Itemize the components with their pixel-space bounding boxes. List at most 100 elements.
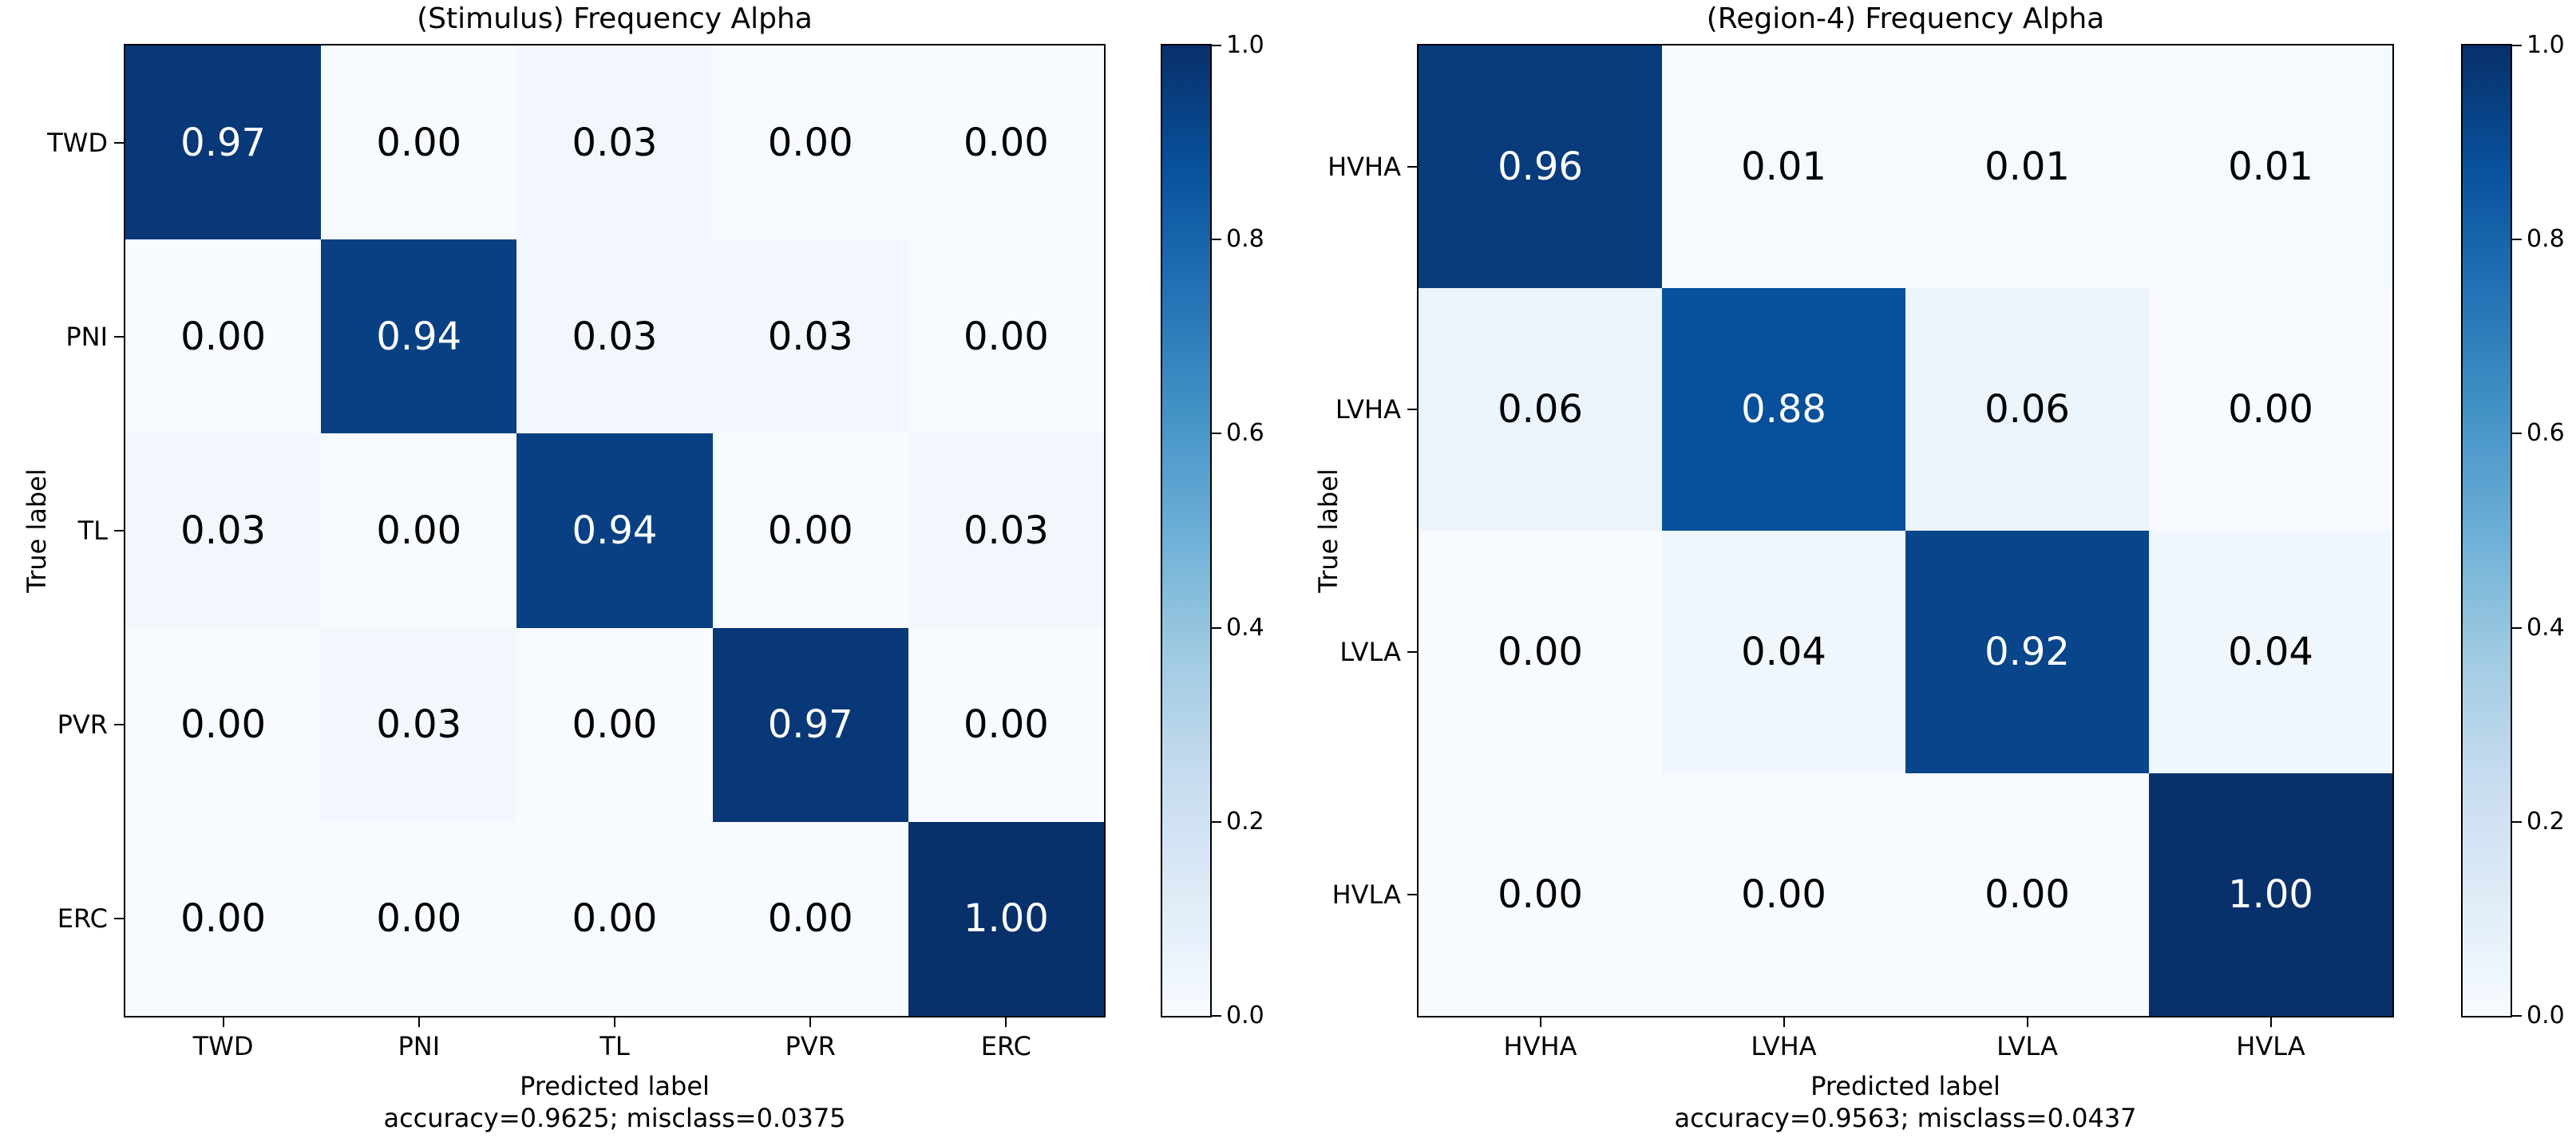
colorbar-tick-mark xyxy=(1212,433,1221,435)
y-tick-mark xyxy=(1407,894,1417,895)
x-tick-label: TWD xyxy=(192,1031,254,1061)
y-tick-mark xyxy=(114,918,124,920)
colorbar-tick-label: 0.8 xyxy=(1226,225,1264,254)
colorbar-tick-label: 0.4 xyxy=(1226,613,1264,642)
matrix-cell: 0.01 xyxy=(1662,45,1905,288)
y-tick-label: HVHA xyxy=(1328,152,1401,182)
matrix-cell: 0.04 xyxy=(2149,531,2392,773)
colorbar-tick-label: 1.0 xyxy=(2527,31,2565,59)
colorbar-tick-label: 0.2 xyxy=(2527,807,2565,836)
matrix-cell: 0.03 xyxy=(712,239,908,434)
x-tick-mark xyxy=(222,1017,224,1027)
matrix-cell: 0.94 xyxy=(321,239,517,434)
x-tick-mark xyxy=(1783,1017,1785,1027)
matrix-cell: 0.00 xyxy=(1905,773,2149,1016)
y-tick-mark xyxy=(1407,166,1417,168)
matrix-cell: 0.01 xyxy=(1905,45,2149,288)
x-axis-label: Predicted label xyxy=(520,1071,710,1101)
matrix-cell: 0.01 xyxy=(2149,45,2392,288)
colorbar-tick-mark xyxy=(1212,239,1221,241)
y-tick-mark xyxy=(1407,651,1417,653)
y-tick-label: HVLA xyxy=(1332,879,1401,910)
colorbar-tick-label: 0.0 xyxy=(1226,1002,1264,1029)
matrix-cell: 0.88 xyxy=(1662,288,1905,531)
x-tick-label: LVHA xyxy=(1751,1031,1817,1061)
colorbar-tick-label: 0.8 xyxy=(2527,225,2565,254)
y-tick-mark xyxy=(114,724,124,726)
matrix-cell: 0.00 xyxy=(516,821,713,1016)
matrix-cell: 1.00 xyxy=(2149,773,2392,1016)
x-tick-mark xyxy=(2269,1017,2272,1027)
matrix-cell: 0.03 xyxy=(908,433,1104,628)
y-tick-mark xyxy=(114,530,124,531)
matrix-cell: 0.00 xyxy=(1419,531,1662,773)
y-axis-label: True label xyxy=(1313,468,1343,593)
y-tick-mark xyxy=(114,335,124,338)
colorbar-tick-mark xyxy=(1212,626,1221,629)
matrix-cell: 0.00 xyxy=(2149,288,2392,531)
matrix-cell: 0.00 xyxy=(321,45,517,240)
x-tick-mark xyxy=(417,1017,420,1027)
colorbar-tick-label: 0.6 xyxy=(1226,419,1264,448)
colorbar-gradient xyxy=(2461,44,2512,1017)
colorbar-tick-label: 0.2 xyxy=(1226,807,1264,836)
x-tick-label: HVLA xyxy=(2236,1031,2305,1061)
colorbar-tick-mark xyxy=(2512,433,2522,435)
matrix-cell: 0.97 xyxy=(125,45,322,240)
colorbar-tick-label: 0.0 xyxy=(2527,1002,2565,1029)
x-tick-mark xyxy=(1539,1017,1541,1027)
matrix-cell: 0.00 xyxy=(516,627,713,822)
matrix-cell: 0.00 xyxy=(125,821,322,1016)
y-tick-label: TWD xyxy=(47,127,108,158)
matrix-cell: 0.03 xyxy=(125,433,322,628)
colorbar-tick-mark xyxy=(1212,1015,1221,1017)
x-tick-label: LVLA xyxy=(1996,1031,2058,1061)
colorbar-tick-label: 1.0 xyxy=(1226,31,1264,59)
colorbar-tick-mark xyxy=(2512,626,2522,629)
matrix-cell: 0.00 xyxy=(125,627,322,822)
x-tick-mark xyxy=(1005,1017,1007,1027)
matrix-cell: 1.00 xyxy=(908,821,1104,1016)
matrix-cell: 0.03 xyxy=(516,45,713,240)
matrix-cell: 0.94 xyxy=(516,433,713,628)
colorbar-tick-label: 0.4 xyxy=(2527,613,2565,642)
matrix-cell: 0.03 xyxy=(516,239,713,434)
accuracy-footnote: accuracy=0.9563; misclass=0.0437 xyxy=(1674,1103,2137,1133)
y-tick-label: PVR xyxy=(57,709,108,741)
colorbar-tick-mark xyxy=(2512,820,2522,823)
x-tick-label: TL xyxy=(599,1031,630,1061)
matrix-cell: 0.00 xyxy=(321,433,517,628)
matrix-cell: 0.00 xyxy=(712,433,908,628)
colorbar-gradient xyxy=(1161,44,1212,1017)
colorbar-tick-mark xyxy=(2512,45,2522,46)
x-tick-mark xyxy=(809,1017,812,1027)
matrix-cell: 0.00 xyxy=(712,821,908,1016)
matrix-cell: 0.00 xyxy=(1662,773,1905,1016)
heatmap-grid: 0.96 0.01 0.01 0.01 0.06 0.88 0.06 0.00 0.00 0.04… xyxy=(1417,44,2394,1017)
y-tick-label: LVLA xyxy=(1339,637,1401,667)
y-tick-label: ERC xyxy=(57,903,108,935)
matrix-cell: 0.06 xyxy=(1905,288,2149,531)
plot-title: (Stimulus) Frequency Alpha xyxy=(417,2,813,35)
x-tick-label: PNI xyxy=(398,1031,441,1061)
y-tick-label: TL xyxy=(77,516,108,546)
matrix-cell: 0.03 xyxy=(321,627,517,822)
y-tick-mark xyxy=(114,141,124,144)
matrix-cell: 0.00 xyxy=(321,821,517,1016)
x-tick-label: PVR xyxy=(785,1031,836,1061)
y-tick-mark xyxy=(1407,409,1417,410)
matrix-cell: 0.96 xyxy=(1419,45,1662,288)
matrix-cell: 0.92 xyxy=(1905,531,2149,773)
matrix-cell: 0.97 xyxy=(712,627,908,822)
heatmap-grid: 0.97 0.00 0.03 0.00 0.00 0.00 0.94 0.03 0.03 0.00… xyxy=(124,44,1106,1017)
x-tick-label: HVHA xyxy=(1503,1031,1577,1061)
colorbar-tick-mark xyxy=(2512,1015,2522,1017)
x-axis-label: Predicted label xyxy=(1810,1071,2000,1101)
x-tick-label: ERC xyxy=(980,1031,1031,1061)
y-tick-label: LVHA xyxy=(1335,394,1401,425)
x-tick-mark xyxy=(614,1017,615,1027)
colorbar-tick-mark xyxy=(1212,45,1221,46)
accuracy-footnote: accuracy=0.9625; misclass=0.0375 xyxy=(383,1103,846,1133)
